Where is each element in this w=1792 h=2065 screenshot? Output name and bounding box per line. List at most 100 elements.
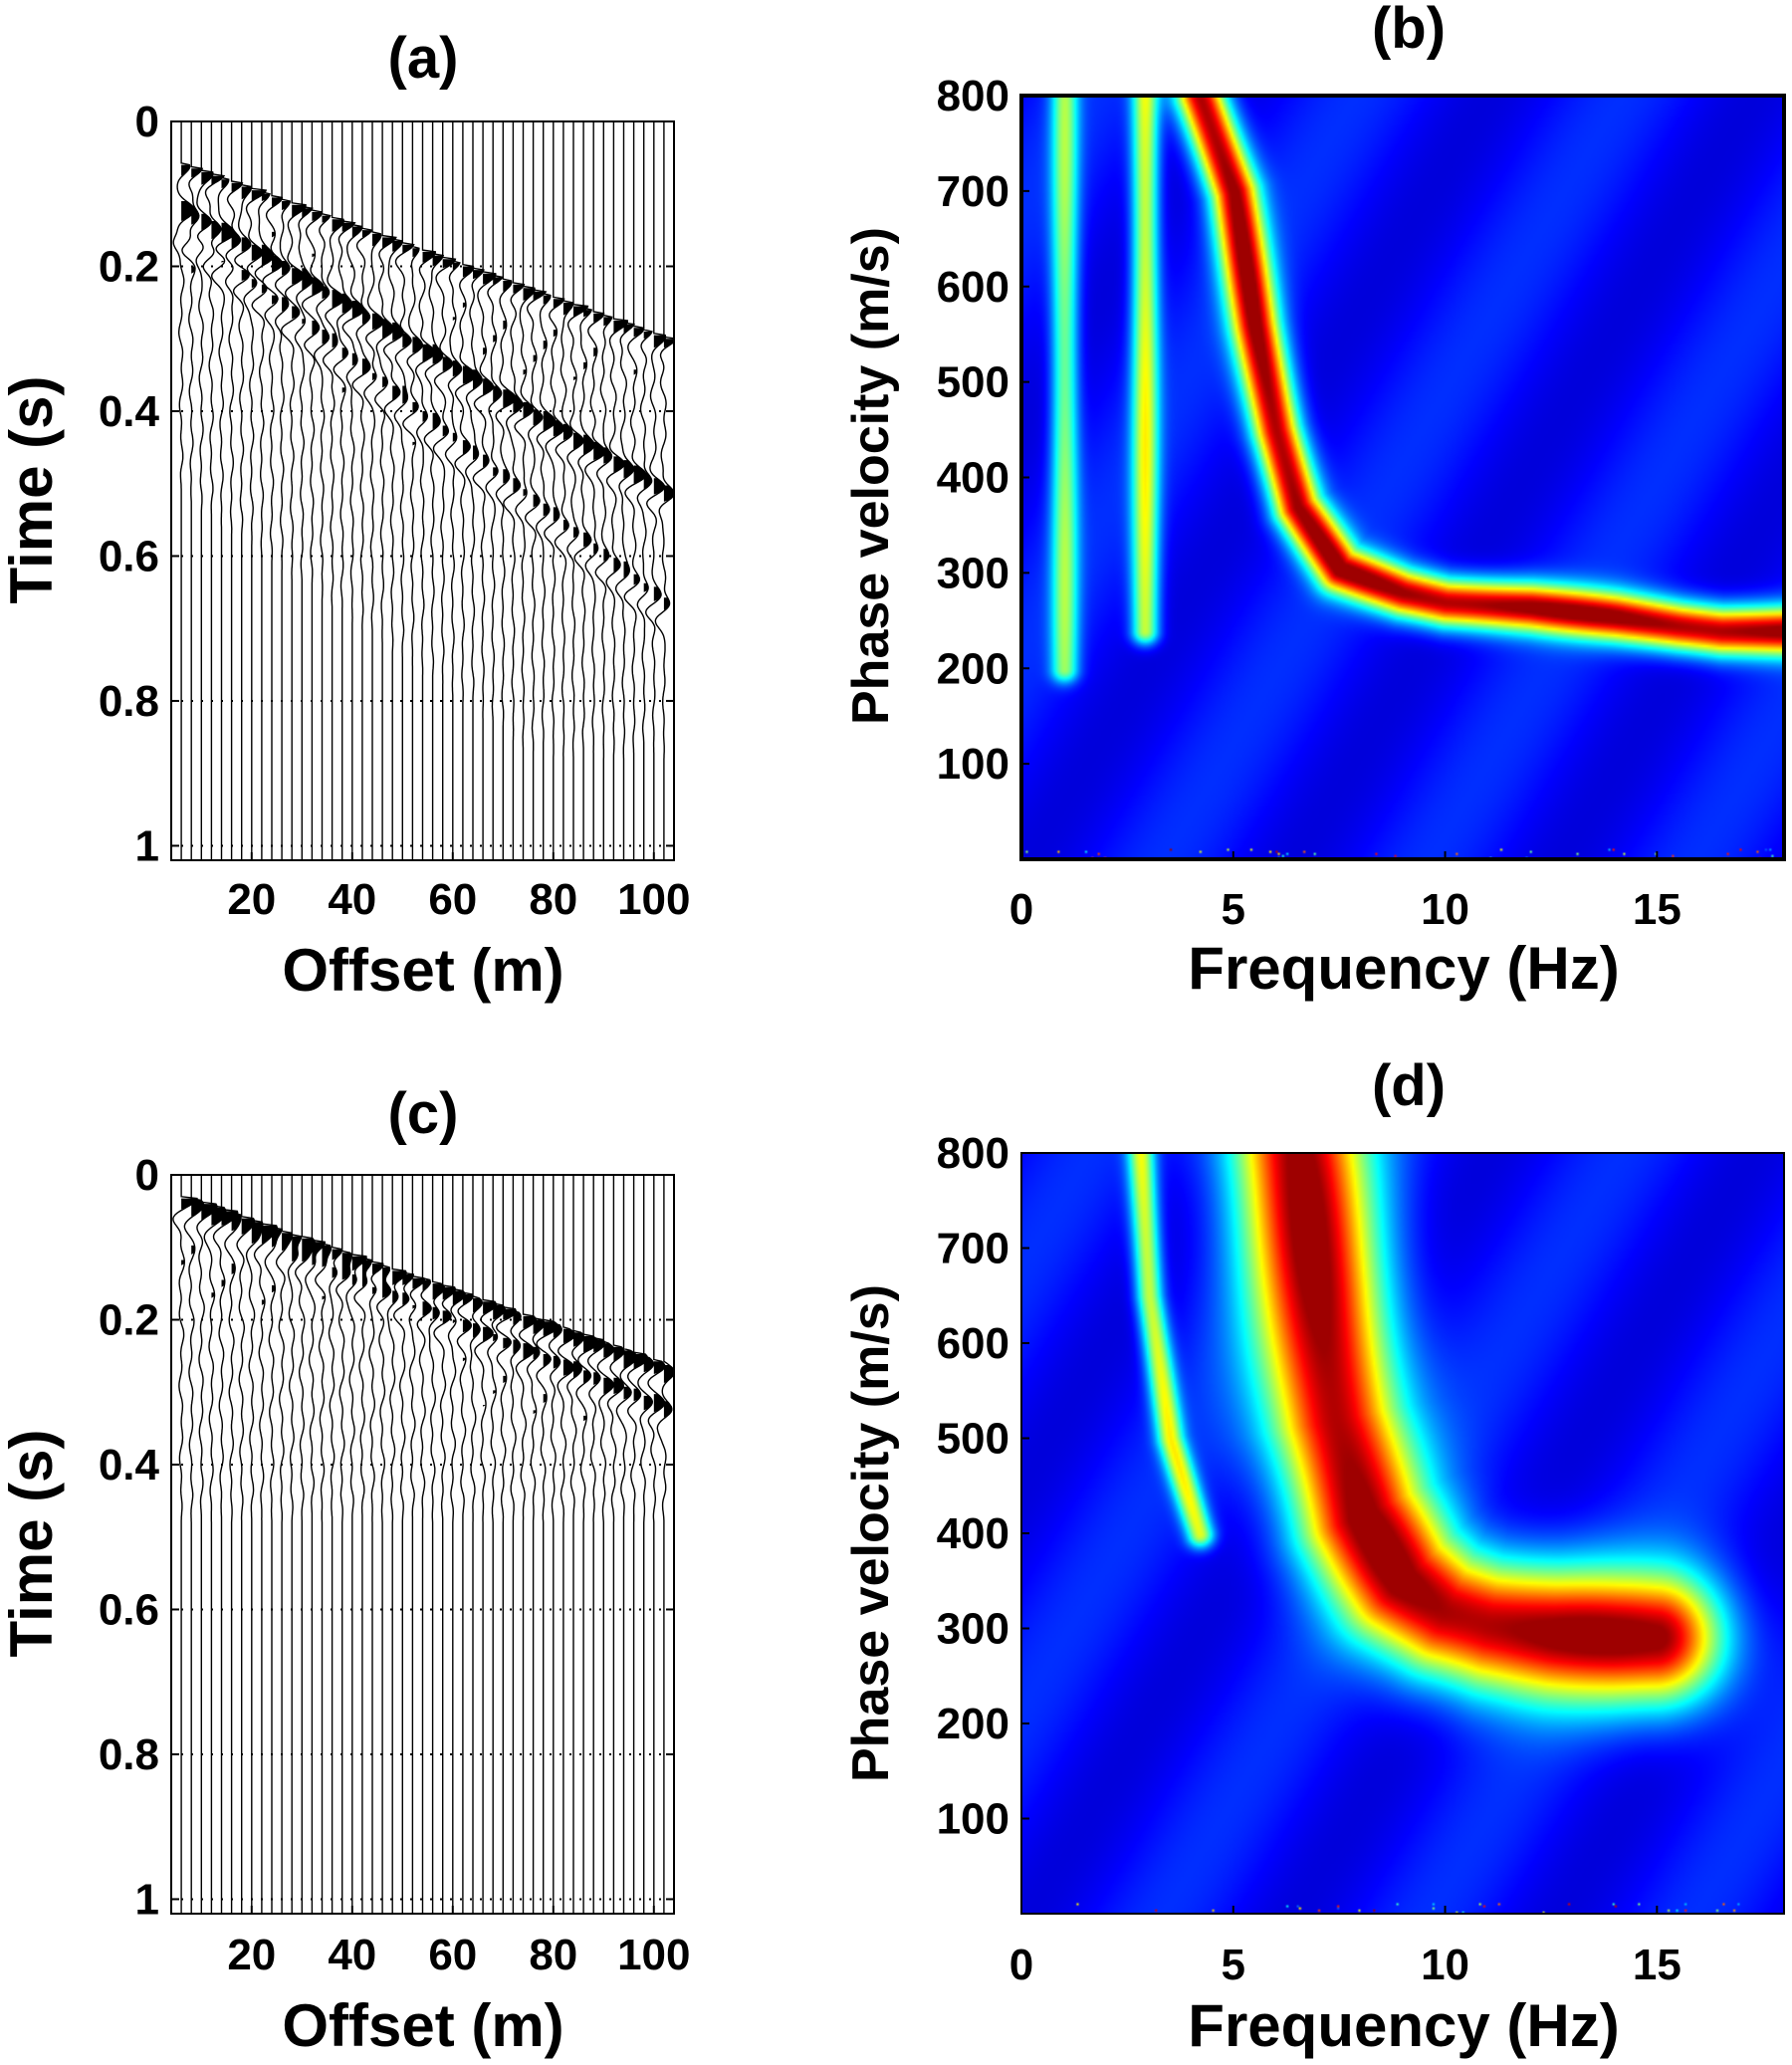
trace-fill bbox=[402, 1274, 413, 1285]
trace bbox=[488, 1175, 505, 1914]
x-tick-label: 40 bbox=[328, 875, 376, 924]
trace bbox=[336, 1175, 352, 1914]
trace-wiggle bbox=[657, 1175, 674, 1914]
trace-fill bbox=[392, 241, 402, 252]
x-tick-label: 80 bbox=[529, 1931, 577, 1979]
trace-fill bbox=[593, 314, 603, 323]
y-tick-label: 0 bbox=[135, 98, 159, 146]
trace-wiggle bbox=[545, 121, 564, 860]
trace-wiggle bbox=[197, 1175, 217, 1914]
trace-wiggle bbox=[295, 121, 312, 860]
trace bbox=[424, 121, 443, 860]
y-tick-label: 1 bbox=[135, 821, 159, 870]
trace bbox=[608, 1175, 624, 1914]
x-tick-label: 80 bbox=[529, 875, 577, 924]
trace-wiggle bbox=[315, 121, 331, 860]
trace-wiggle bbox=[488, 1175, 505, 1914]
x-axis-label-b: Frequency (Hz) bbox=[1188, 935, 1619, 1002]
y-tick-label: 200 bbox=[937, 1700, 1009, 1748]
trace bbox=[252, 121, 273, 860]
trace-wiggle bbox=[369, 1175, 383, 1914]
trace-wiggle bbox=[648, 1175, 665, 1914]
trace bbox=[545, 121, 564, 860]
trace bbox=[657, 1175, 674, 1914]
trace-fill bbox=[654, 586, 661, 601]
trace bbox=[324, 121, 344, 860]
trace-fill bbox=[242, 187, 252, 200]
x-tick-label: 5 bbox=[1222, 885, 1245, 934]
trace bbox=[504, 121, 525, 860]
trace-wiggle bbox=[394, 1175, 414, 1914]
x-tick-label: 100 bbox=[617, 875, 690, 924]
dispersion-image-b bbox=[1021, 96, 1784, 859]
y-tick-label: 400 bbox=[937, 1509, 1009, 1558]
y-axis-label-b: Phase velocity (m/s) bbox=[842, 227, 900, 725]
trace-wiggle bbox=[424, 121, 443, 860]
x-tick-label: 15 bbox=[1633, 885, 1681, 934]
trace bbox=[214, 1175, 238, 1914]
trace-fill bbox=[473, 270, 484, 279]
trace-fill bbox=[352, 227, 362, 238]
trace-wiggle bbox=[595, 121, 611, 860]
trace bbox=[595, 121, 611, 860]
dispersion-image-d bbox=[1021, 1153, 1784, 1914]
trace bbox=[550, 1175, 562, 1914]
trace bbox=[173, 1175, 197, 1914]
x-axis-label-a: Offset (m) bbox=[282, 937, 563, 1004]
x-tick-label: 5 bbox=[1222, 1941, 1245, 1989]
y-tick-label: 600 bbox=[937, 263, 1009, 312]
y-tick-label: 0 bbox=[135, 1151, 159, 1200]
y-tick-label: 0.6 bbox=[99, 1585, 159, 1634]
trace-wiggle bbox=[276, 121, 291, 860]
y-tick-label: 0.8 bbox=[99, 1730, 159, 1779]
trace bbox=[377, 1175, 391, 1914]
trace-fill bbox=[272, 197, 282, 206]
x-tick-label: 15 bbox=[1633, 1941, 1681, 1989]
trace-wiggle bbox=[550, 1175, 562, 1914]
trace bbox=[197, 1175, 217, 1914]
trace-wiggle bbox=[289, 1175, 302, 1914]
trace-wiggle bbox=[597, 1175, 613, 1914]
y-tick-label: 700 bbox=[937, 1225, 1009, 1273]
y-tick-label: 500 bbox=[937, 1415, 1009, 1464]
trace bbox=[567, 121, 588, 860]
x-tick-label: 0 bbox=[1009, 885, 1033, 934]
y-tick-label: 0.4 bbox=[99, 1441, 160, 1490]
panel-title-a: (a) bbox=[388, 26, 459, 91]
trace-wiggle bbox=[537, 121, 556, 860]
trace bbox=[555, 121, 572, 860]
y-tick-label: 600 bbox=[937, 1319, 1009, 1368]
trace-wiggle bbox=[336, 1175, 352, 1914]
trace bbox=[473, 121, 496, 860]
trace-fill bbox=[563, 303, 573, 316]
trace bbox=[486, 121, 503, 860]
trace-wiggle bbox=[574, 121, 594, 860]
panel-title-d: (d) bbox=[1372, 1053, 1446, 1118]
y-tick-label: 200 bbox=[937, 644, 1009, 693]
trace bbox=[384, 121, 404, 860]
trace bbox=[276, 121, 291, 860]
trace-wiggle bbox=[588, 1175, 605, 1914]
trace bbox=[567, 1175, 584, 1914]
trace-wiggle bbox=[567, 1175, 584, 1914]
trace bbox=[470, 1175, 482, 1914]
trace-wiggle bbox=[637, 121, 652, 860]
trace-wiggle bbox=[403, 121, 423, 860]
trace-wiggle bbox=[387, 1175, 406, 1914]
x-tick-label: 0 bbox=[1009, 1941, 1033, 1989]
y-tick-label: 300 bbox=[937, 549, 1009, 597]
plot-area-a bbox=[171, 121, 677, 860]
y-axis-label-c: Time (s) bbox=[0, 1430, 65, 1658]
panel-a: (a) 00.20.40.60.81 20 40 60 80 100 Offset (m… bbox=[0, 26, 691, 1004]
trace-wiggle bbox=[225, 1175, 241, 1914]
trace bbox=[316, 1175, 332, 1914]
trace-wiggle bbox=[567, 121, 588, 860]
trace bbox=[263, 121, 282, 860]
y-tick-label: 800 bbox=[937, 72, 1009, 120]
trace bbox=[196, 121, 213, 860]
trace-wiggle bbox=[558, 1175, 574, 1914]
trace-fill bbox=[232, 183, 243, 192]
x-tick-label: 60 bbox=[428, 875, 477, 924]
trace bbox=[638, 1175, 654, 1914]
trace bbox=[457, 1175, 473, 1914]
